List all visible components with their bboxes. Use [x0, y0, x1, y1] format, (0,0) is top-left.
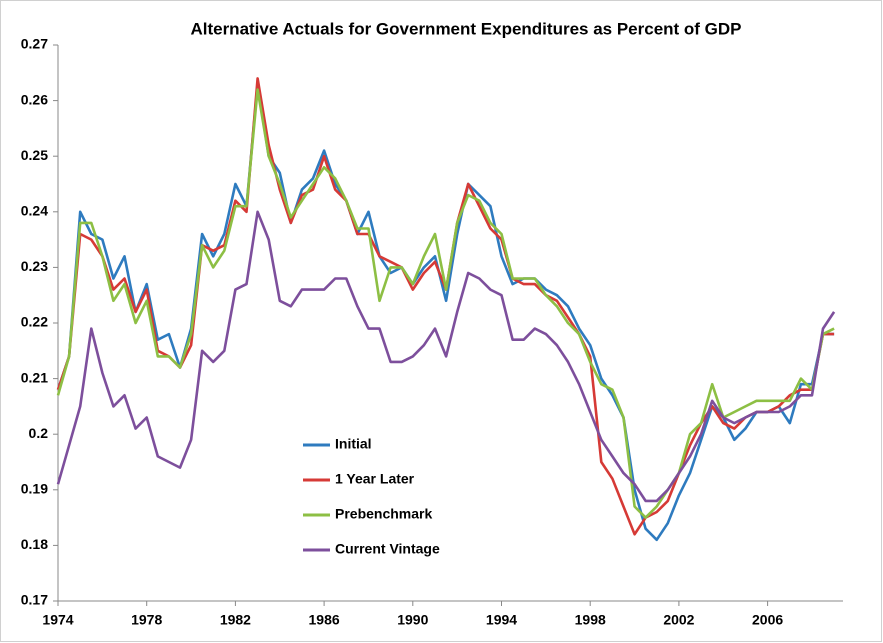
y-tick-label: 0.22: [21, 314, 48, 330]
y-tick-label: 0.18: [21, 536, 48, 552]
legend-label: Initial: [335, 436, 372, 452]
series-line: [56, 210, 836, 503]
x-tick-label: 1998: [575, 612, 606, 628]
y-tick-label: 0.24: [21, 203, 48, 219]
y-tick-label: 0.2: [29, 425, 49, 441]
y-tick-label: 0.27: [21, 36, 48, 52]
x-tick-label: 1978: [131, 612, 162, 628]
y-tick-label: 0.19: [21, 481, 48, 497]
x-tick-label: 1990: [397, 612, 428, 628]
x-tick-label: 1994: [486, 612, 517, 628]
legend-label: 1 Year Later: [335, 471, 415, 487]
series-line: [56, 88, 835, 519]
x-tick-label: 2006: [752, 612, 783, 628]
y-tick-label: 0.17: [21, 592, 48, 608]
legend-label: Prebenchmark: [335, 506, 432, 522]
x-tick-label: 1986: [309, 612, 340, 628]
x-tick-label: 1974: [42, 612, 73, 628]
y-tick-label: 0.26: [21, 91, 48, 107]
legend-label: Current Vintage: [335, 541, 440, 557]
chart-title: Alternative Actuals for Government Expen…: [190, 19, 741, 38]
y-tick-label: 0.21: [21, 369, 48, 385]
x-tick-label: 1982: [220, 612, 251, 628]
y-tick-label: 0.23: [21, 258, 48, 274]
y-tick-label: 0.25: [21, 147, 48, 163]
x-tick-label: 2002: [663, 612, 694, 628]
